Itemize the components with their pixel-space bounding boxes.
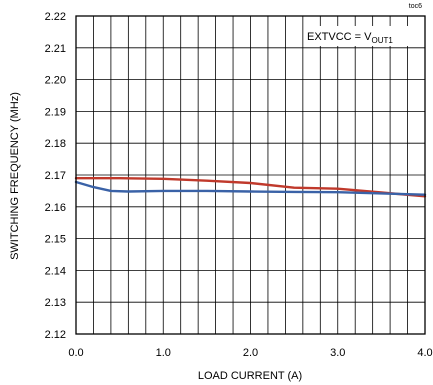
- y-tick-label: 2.21: [45, 43, 66, 55]
- y-tick-label: 2.18: [45, 138, 66, 150]
- x-tick-label: 2.0: [243, 347, 258, 359]
- annotation-box: [304, 26, 416, 46]
- y-tick-label: 2.15: [45, 234, 66, 246]
- x-axis-title: LOAD CURRENT (A): [198, 370, 302, 382]
- grid: [76, 16, 425, 334]
- y-tick-label: 2.16: [45, 202, 66, 214]
- series-line-2: [74, 180, 427, 196]
- annotation-main: EXTVCC = V: [307, 31, 372, 43]
- annotation-text: EXTVCC = VOUT1: [307, 31, 393, 45]
- x-tick-label: 1.0: [156, 347, 171, 359]
- y-tick-label: 2.13: [45, 297, 66, 309]
- y-axis-ticks: 2.12 2.13 2.14 2.15 2.16 2.17 2.18 2.19 2.20 2.21…: [45, 11, 66, 341]
- figure-tag: toc6: [409, 3, 422, 10]
- series-layer: [74, 176, 427, 198]
- annotation-subscript: OUT1: [372, 36, 394, 45]
- y-tick-label: 2.20: [45, 75, 66, 87]
- y-tick-label: 2.12: [45, 329, 66, 341]
- x-tick-label: 0.0: [68, 347, 83, 359]
- x-tick-label: 4.0: [417, 347, 432, 359]
- plot-frame: [75, 15, 426, 335]
- y-tick-label: 2.22: [45, 11, 66, 23]
- x-axis-ticks: 0.0 1.0 2.0 3.0 4.0: [68, 347, 432, 359]
- x-tick-label: 3.0: [330, 347, 345, 359]
- series-line-1: [74, 176, 427, 198]
- y-tick-label: 2.17: [45, 170, 66, 182]
- y-tick-label: 2.14: [45, 265, 66, 277]
- y-tick-label: 2.19: [45, 106, 66, 118]
- y-axis-title: SWITCHING FREQUENCY (MHz): [9, 92, 21, 260]
